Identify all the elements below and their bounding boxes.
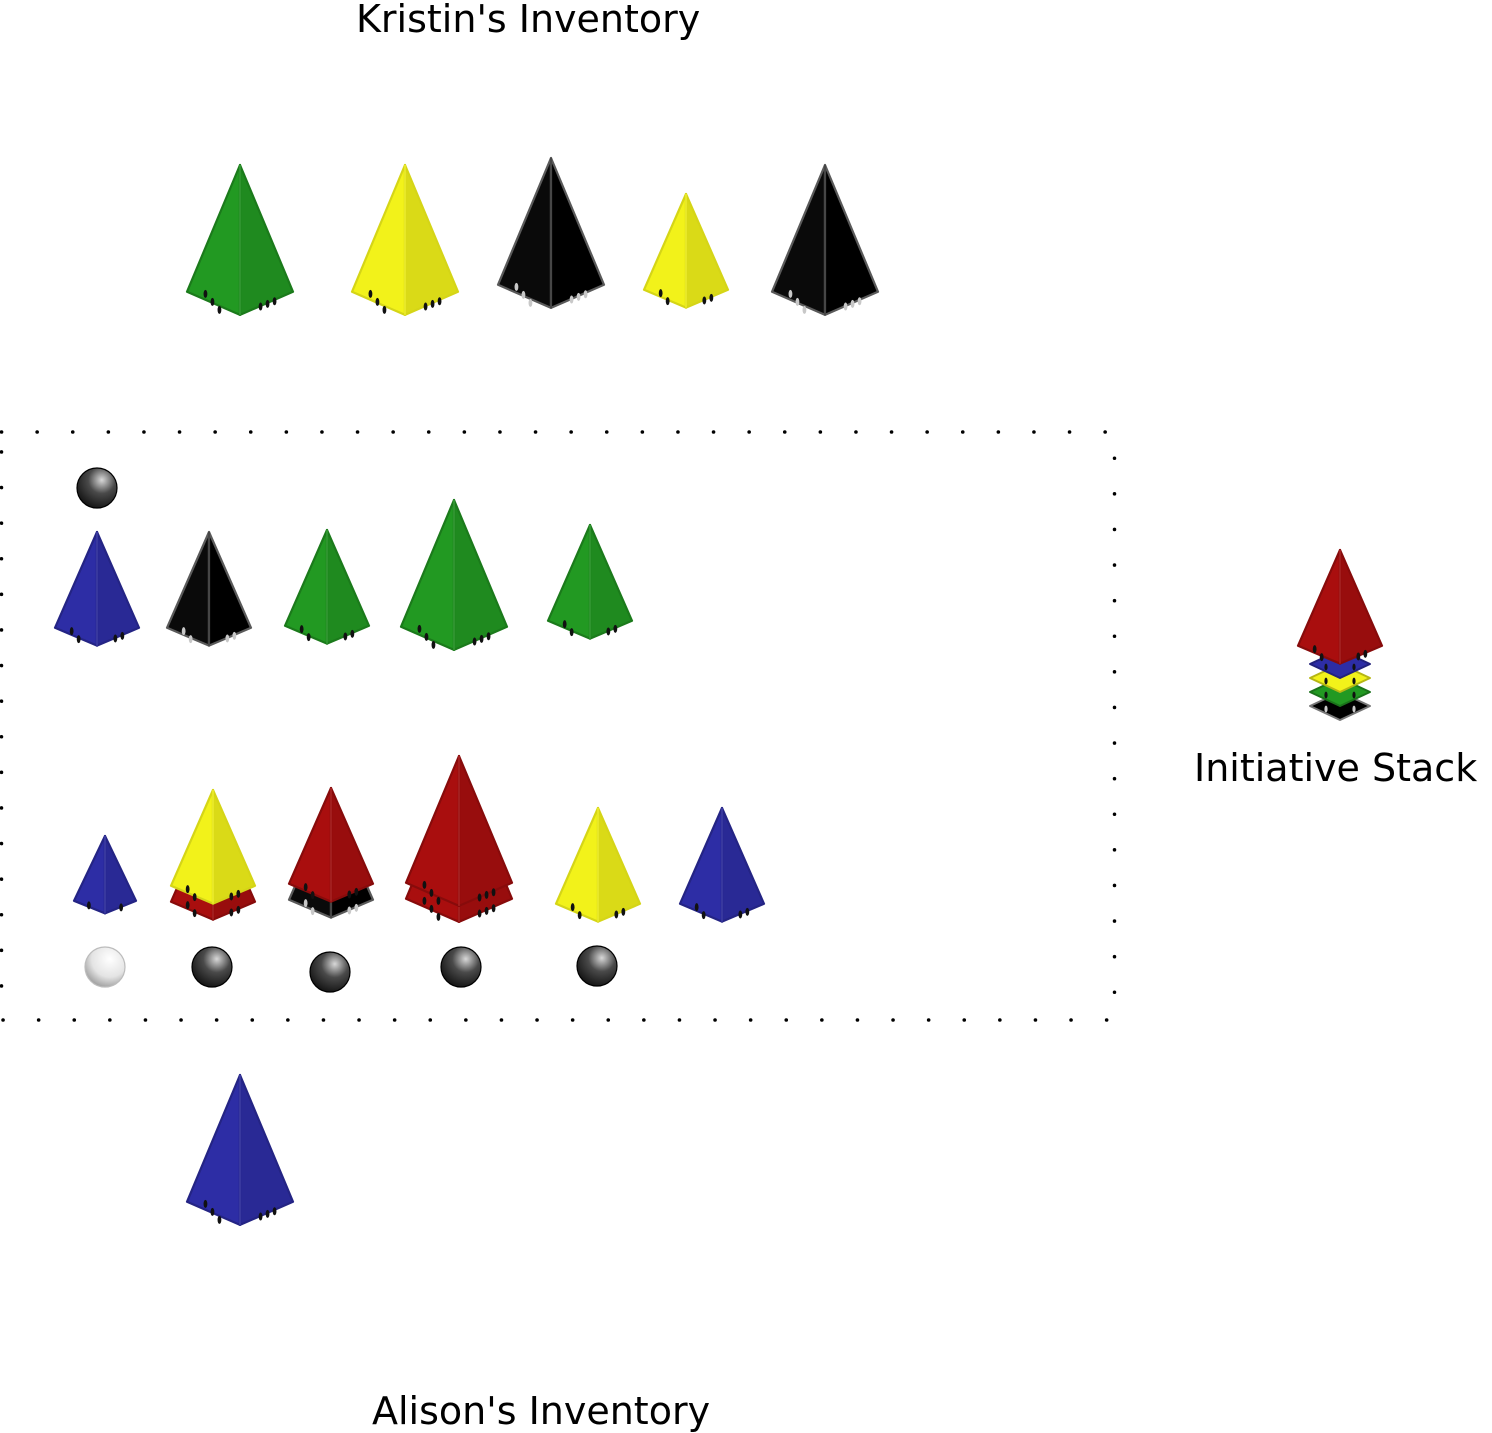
- pyramid-piece[interactable]: [678, 806, 766, 923]
- pip-marks: [299, 625, 355, 642]
- board-lower-ship-3[interactable]: [287, 786, 375, 919]
- pip-marks: [185, 901, 241, 918]
- pyramid-piece[interactable]: [53, 530, 141, 647]
- pyramid-piece[interactable]: [72, 834, 138, 915]
- star-marker-lower-2: [191, 946, 233, 988]
- kristin-ship-5[interactable]: [770, 163, 880, 316]
- board-upper-ship-2[interactable]: [165, 530, 253, 647]
- kristin-ship-3[interactable]: [496, 156, 606, 309]
- initiative-piece-red[interactable]: [1296, 548, 1384, 665]
- pip-marks: [422, 896, 496, 921]
- star-marker-upper-1: [76, 467, 118, 509]
- board-lower-ship-2[interactable]: [169, 788, 257, 921]
- board-upper-ship-1[interactable]: [53, 530, 141, 647]
- star-marker-lower-3: [309, 951, 351, 993]
- kristin-ship-2[interactable]: [350, 163, 460, 316]
- alison-ship-1[interactable]: [185, 1073, 295, 1227]
- pyramid-piece[interactable]: [165, 530, 253, 647]
- pip-marks: [1312, 645, 1368, 662]
- board-lower-ship-6[interactable]: [678, 806, 766, 923]
- board-upper-ship-3[interactable]: [283, 528, 371, 645]
- pip-marks: [514, 282, 588, 307]
- initiative-stack[interactable]: [1296, 548, 1384, 721]
- pip-marks: [185, 885, 241, 902]
- pip-marks: [788, 289, 862, 314]
- pyramid-piece[interactable]: [287, 786, 375, 903]
- board-area-border: [0, 430, 1117, 1022]
- pyramid-piece[interactable]: [404, 754, 514, 908]
- pip-marks: [69, 627, 125, 644]
- star-marker-lower-5: [576, 945, 618, 987]
- board-upper-ship-4[interactable]: [399, 498, 509, 652]
- board-lower-ship-5[interactable]: [554, 806, 642, 923]
- pieces-layer: [53, 156, 1384, 1227]
- board-upper-ship-5[interactable]: [546, 523, 634, 640]
- pip-marks: [203, 1199, 277, 1224]
- pip-marks: [658, 289, 714, 306]
- alison-inventory-label: Alison's Inventory: [372, 1389, 711, 1433]
- pip-marks: [303, 883, 359, 900]
- pip-marks: [303, 899, 359, 916]
- kristin-ship-4[interactable]: [642, 192, 730, 309]
- pip-marks: [570, 903, 626, 920]
- board-lower-ship-1[interactable]: [72, 834, 138, 915]
- pyramid-piece[interactable]: [399, 498, 509, 652]
- star-marker-lower-4: [440, 946, 482, 988]
- pyramid-piece[interactable]: [283, 528, 371, 645]
- pip-marks: [422, 880, 496, 905]
- board-lower-ship-4[interactable]: [404, 754, 514, 924]
- pip-marks: [562, 620, 618, 637]
- kristin-inventory-label: Kristin's Inventory: [356, 0, 701, 41]
- pip-marks: [203, 289, 277, 314]
- pyramid-piece[interactable]: [554, 806, 642, 923]
- pip-marks: [86, 901, 124, 912]
- pyramid-piece[interactable]: [546, 523, 634, 640]
- pip-marks: [694, 903, 750, 920]
- pip-marks: [181, 627, 237, 644]
- pyramid-piece[interactable]: [169, 788, 257, 905]
- pip-marks: [417, 624, 491, 649]
- kristin-ship-1[interactable]: [185, 163, 295, 316]
- initiative-stack-label: Initiative Stack: [1194, 746, 1478, 790]
- star-marker-lower-1: [84, 946, 126, 988]
- pip-marks: [368, 289, 442, 314]
